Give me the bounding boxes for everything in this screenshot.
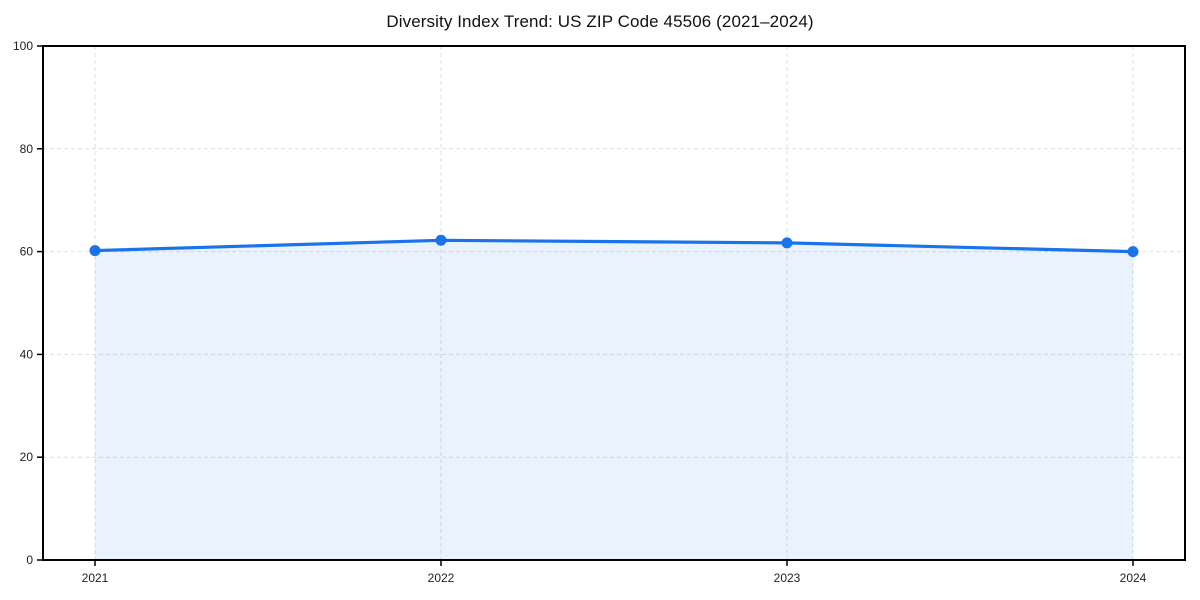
x-tick-label: 2024 [1120, 571, 1147, 585]
plot-border [42, 45, 1186, 561]
y-tick-label: 20 [20, 450, 34, 464]
x-tick-label: 2022 [428, 571, 455, 585]
y-tick-label: 40 [20, 347, 34, 361]
data-point-marker [435, 234, 447, 246]
data-point-marker [89, 245, 101, 257]
y-tick-label: 60 [20, 245, 34, 259]
data-point-marker [1127, 246, 1139, 258]
trend-line [93, 238, 1135, 254]
data-point-marker [781, 237, 793, 249]
y-tick-label: 100 [13, 39, 33, 53]
x-tick-label: 2023 [774, 571, 801, 585]
y-tick-label: 0 [26, 553, 33, 567]
x-tick-label: 2021 [82, 571, 109, 585]
chart-title: Diversity Index Trend: US ZIP Code 45506… [386, 12, 814, 31]
y-tick-label: 80 [20, 142, 34, 156]
area-fill [95, 240, 1133, 561]
